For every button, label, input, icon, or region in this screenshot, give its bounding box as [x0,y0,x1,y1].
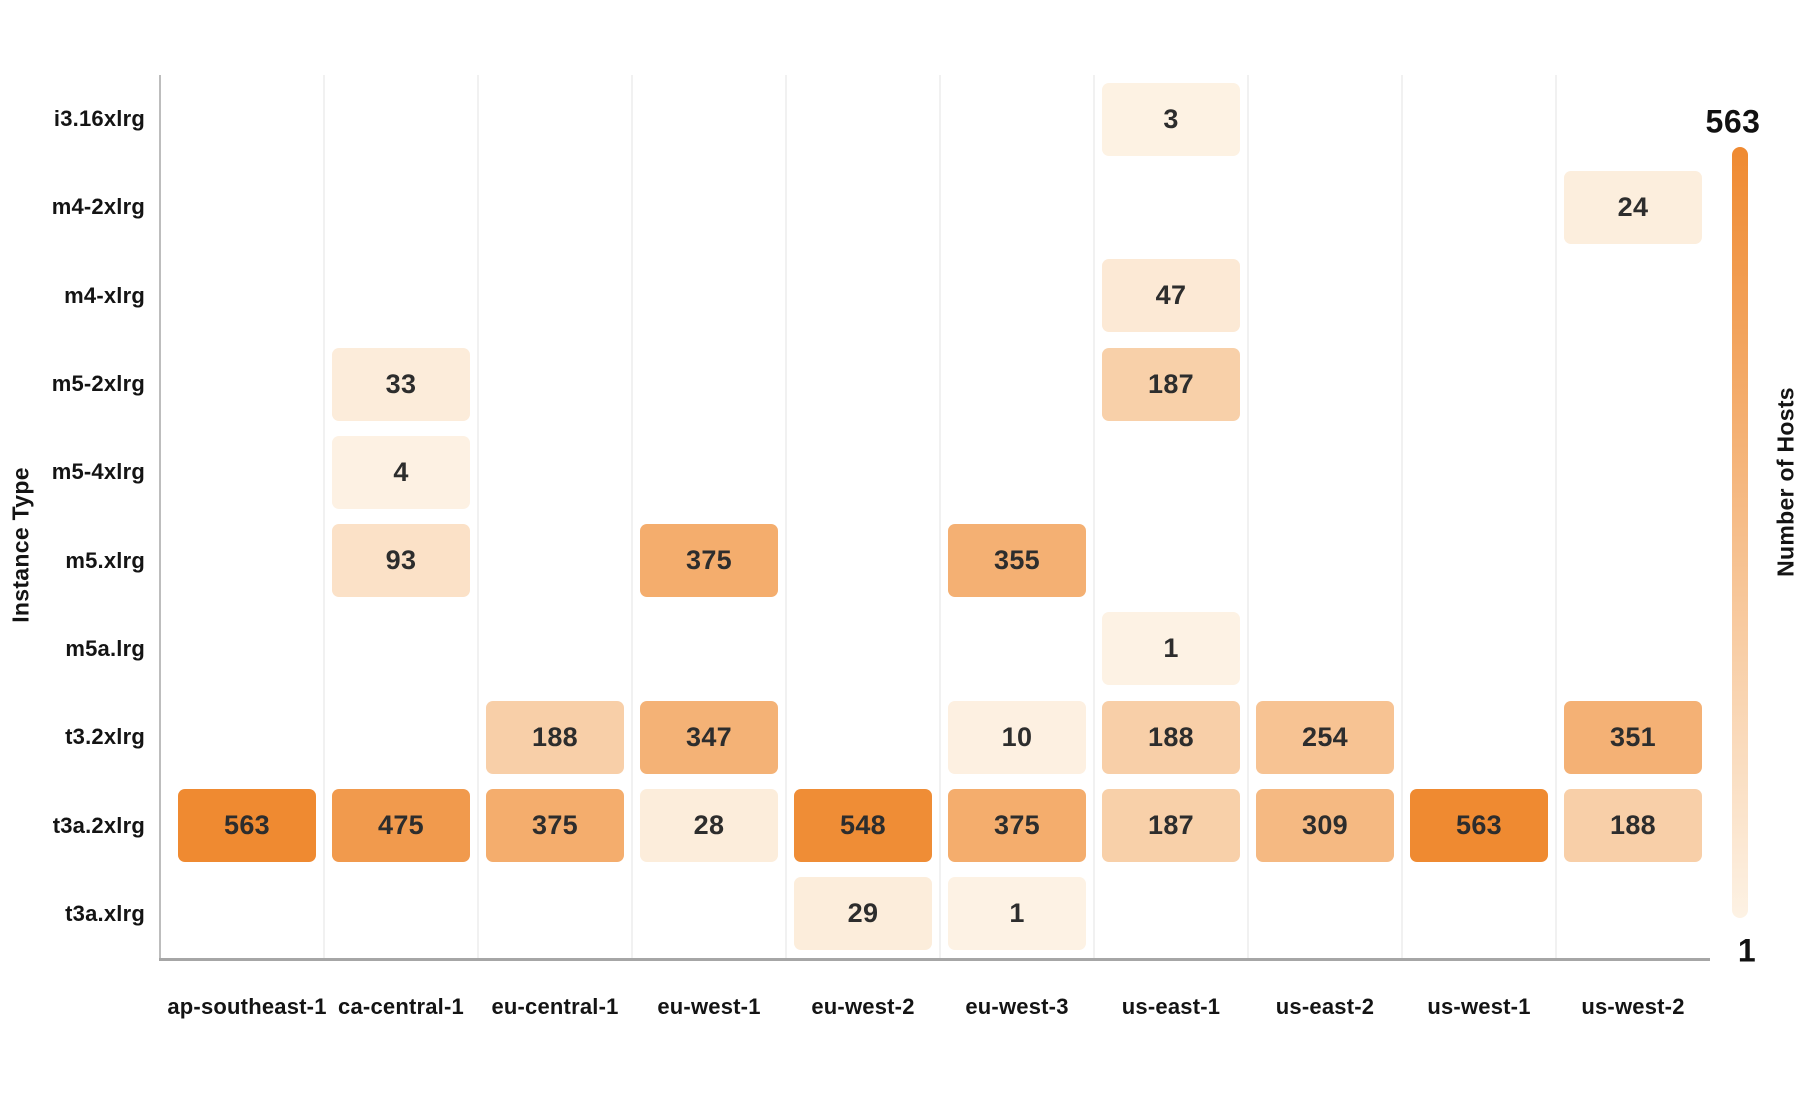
x-tick-label: us-east-1 [1121,994,1221,1019]
column-gridline [939,75,941,958]
heatmap-cell[interactable]: 475 [332,789,470,863]
heatmap-cell[interactable]: 29 [794,877,932,951]
y-tick-label: m4-xlrg [64,282,145,308]
column-gridline [1555,75,1557,958]
heatmap-cell[interactable]: 188 [1564,789,1702,863]
heatmap-cell[interactable]: 188 [1102,700,1240,774]
x-tick-label: eu-west-2 [811,994,915,1019]
heatmap-cell[interactable]: 563 [178,789,316,863]
heatmap-cell[interactable]: 93 [332,524,470,598]
x-tick-label: eu-central-1 [491,994,619,1019]
colorbar-gradient [1732,147,1748,918]
y-tick-label: m4-2xlrg [51,194,145,220]
x-tick-label: ca-central-1 [338,994,464,1019]
x-tick-label: us-west-2 [1581,994,1685,1019]
heatmap-cell[interactable]: 563 [1410,789,1548,863]
heatmap-cell[interactable]: 1 [948,877,1086,951]
heatmap-cell[interactable]: 375 [486,789,624,863]
x-tick-label: eu-west-3 [965,994,1069,1019]
heatmap-cell[interactable]: 355 [948,524,1086,598]
heatmap-cell[interactable]: 3 [1102,82,1240,156]
heatmap-cell[interactable]: 188 [486,700,624,774]
y-tick-label: t3a.xlrg [65,900,145,926]
x-tick-label: eu-west-1 [657,994,761,1019]
colorbar-min-label: 1 [1737,932,1757,969]
heatmap-cell[interactable]: 10 [948,700,1086,774]
heatmap-cell[interactable]: 351 [1564,700,1702,774]
heatmap-cell[interactable]: 1 [1102,612,1240,686]
column-gridline [1247,75,1249,958]
column-gridline [785,75,787,958]
y-tick-label: m5a.lrg [65,635,145,661]
column-gridline [1093,75,1095,958]
x-tick-label: us-east-2 [1275,994,1375,1019]
heatmap-cell[interactable]: 375 [640,524,778,598]
heatmap-cell[interactable]: 187 [1102,789,1240,863]
heatmap-cell[interactable]: 309 [1256,789,1394,863]
heatmap-cell[interactable]: 548 [794,789,932,863]
heatmap-cell[interactable]: 47 [1102,259,1240,333]
y-tick-label: m5.xlrg [65,547,145,573]
y-tick-label: t3a.2xlrg [52,812,145,838]
x-axis-line [159,958,1710,961]
y-tick-label: m5-2xlrg [51,371,145,397]
y-tick-label: i3.16xlrg [53,106,145,132]
y-tick-label: t3.2xlrg [65,724,145,750]
colorbar-max-label: 563 [1705,103,1761,140]
y-axis-title: Instance Type [7,467,34,623]
heatmap-cell[interactable]: 254 [1256,700,1394,774]
heatmap-cell[interactable]: 187 [1102,347,1240,421]
x-tick-label: us-west-1 [1427,994,1531,1019]
x-tick-label: ap-southeast-1 [167,994,327,1019]
column-gridline [323,75,325,958]
column-gridline [1401,75,1403,958]
y-axis-line [159,75,161,961]
heatmap-cell[interactable]: 33 [332,347,470,421]
column-gridline [631,75,633,958]
heatmap-cell[interactable]: 347 [640,700,778,774]
heatmap-cell[interactable]: 28 [640,789,778,863]
heatmap-cell[interactable]: 375 [948,789,1086,863]
heatmap-cell[interactable]: 24 [1564,170,1702,244]
y-tick-label: m5-4xlrg [51,459,145,485]
column-gridline [477,75,479,958]
colorbar-title: Number of Hosts [1772,387,1799,577]
heatmap-cell[interactable]: 4 [332,435,470,509]
